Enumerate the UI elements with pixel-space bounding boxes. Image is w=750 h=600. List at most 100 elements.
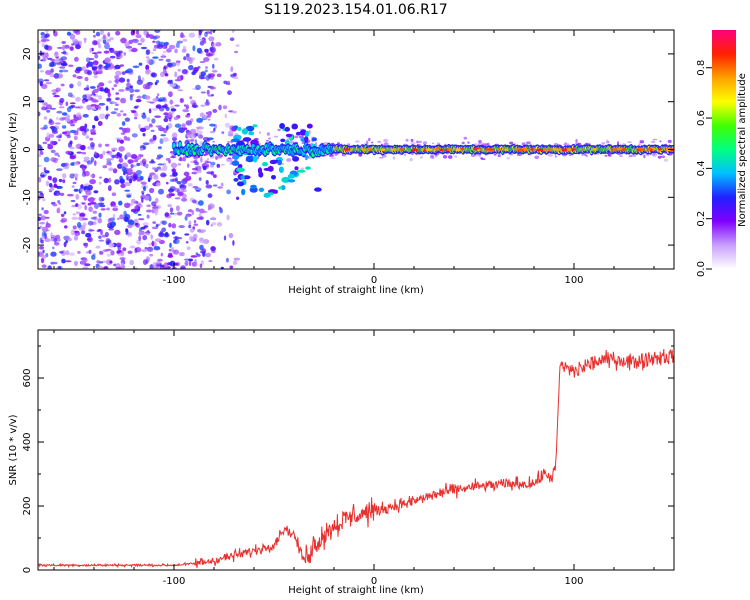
noise-blob bbox=[38, 154, 42, 157]
noise-blob bbox=[135, 223, 138, 226]
noise-blob bbox=[122, 113, 127, 117]
noise-blob bbox=[156, 93, 160, 97]
noise-blob bbox=[180, 265, 186, 269]
noise-blob bbox=[103, 50, 110, 54]
noise-blob bbox=[69, 155, 76, 160]
faint-blob bbox=[220, 163, 225, 166]
noise-blob bbox=[58, 178, 63, 183]
scatter-blob bbox=[236, 167, 245, 173]
noise-blob bbox=[55, 87, 61, 93]
noise-blob bbox=[132, 65, 140, 69]
noise-blob bbox=[109, 150, 113, 157]
noise-blob bbox=[185, 175, 192, 181]
noise-blob bbox=[188, 260, 192, 266]
noise-blob bbox=[229, 37, 235, 41]
noise-blob bbox=[164, 212, 170, 217]
noise-blob bbox=[128, 178, 133, 184]
faint-blob bbox=[584, 152, 587, 157]
noise-blob bbox=[69, 46, 74, 51]
noise-blob bbox=[129, 95, 133, 101]
noise-blob bbox=[122, 247, 127, 252]
noise-blob bbox=[115, 103, 119, 107]
noise-blob bbox=[83, 87, 90, 91]
noise-blob bbox=[171, 132, 178, 139]
noise-blob bbox=[88, 229, 95, 232]
noise-blob bbox=[86, 160, 93, 165]
line-peak bbox=[561, 149, 568, 152]
noise-blob bbox=[207, 118, 211, 121]
noise-blob bbox=[168, 44, 176, 50]
noise-blob bbox=[149, 187, 155, 194]
noise-blob bbox=[232, 76, 239, 80]
noise-blob bbox=[115, 97, 120, 101]
noise-blob bbox=[232, 240, 235, 246]
line-peak bbox=[477, 148, 481, 152]
noise-blob bbox=[119, 64, 124, 67]
faint-blob bbox=[265, 139, 269, 142]
noise-blob bbox=[194, 187, 202, 191]
noise-blob bbox=[94, 203, 99, 210]
scatter-blob bbox=[311, 137, 317, 142]
noise-blob bbox=[94, 115, 99, 122]
noise-blob bbox=[141, 249, 148, 253]
noise-blob bbox=[106, 88, 110, 93]
noise-blob bbox=[209, 30, 213, 35]
noise-blob bbox=[100, 30, 104, 35]
noise-blob bbox=[174, 48, 178, 54]
noise-blob bbox=[138, 218, 145, 221]
noise-blob bbox=[160, 71, 165, 78]
scatter-blob bbox=[306, 123, 313, 129]
noise-blob bbox=[136, 95, 142, 99]
noise-blob bbox=[221, 131, 225, 135]
noise-blob bbox=[159, 106, 165, 112]
noise-blob bbox=[127, 224, 133, 229]
noise-blob bbox=[106, 158, 112, 161]
noise-blob bbox=[46, 109, 51, 113]
noise-blob bbox=[98, 43, 102, 49]
faint-blob bbox=[206, 164, 209, 168]
line-peak bbox=[343, 148, 351, 151]
faint-blob bbox=[467, 141, 470, 144]
noise-blob bbox=[142, 222, 149, 226]
noise-blob bbox=[168, 248, 172, 252]
noise-blob bbox=[61, 112, 68, 116]
noise-blob bbox=[158, 232, 165, 238]
noise-blob bbox=[129, 85, 133, 89]
noise-blob bbox=[177, 237, 183, 240]
noise-blob bbox=[65, 150, 72, 155]
noise-blob bbox=[90, 104, 97, 107]
noise-blob bbox=[70, 119, 78, 124]
noise-blob bbox=[92, 34, 97, 38]
noise-blob bbox=[87, 70, 92, 76]
faint-blob bbox=[478, 154, 481, 158]
noise-blob bbox=[155, 210, 158, 216]
faint-blob bbox=[392, 156, 396, 160]
noise-blob bbox=[102, 266, 109, 269]
noise-blob bbox=[199, 38, 205, 41]
noise-blob bbox=[222, 105, 228, 110]
noise-blob bbox=[161, 44, 168, 49]
scatter-blob bbox=[245, 125, 255, 132]
noise-blob bbox=[164, 73, 169, 77]
faint-blob bbox=[471, 153, 476, 157]
noise-blob bbox=[125, 174, 129, 181]
noise-blob bbox=[223, 235, 227, 241]
x-tick-label: 0 bbox=[371, 576, 377, 587]
noise-blob bbox=[48, 118, 53, 124]
noise-blob bbox=[40, 32, 45, 36]
noise-blob bbox=[174, 187, 181, 192]
scatter-blob bbox=[240, 175, 245, 179]
scatter-blob bbox=[252, 155, 258, 163]
noise-blob bbox=[119, 257, 126, 261]
noise-blob bbox=[81, 66, 86, 72]
noise-blob bbox=[102, 150, 106, 156]
noise-blob bbox=[167, 204, 172, 208]
noise-blob bbox=[123, 171, 126, 176]
noise-blob bbox=[74, 68, 81, 74]
noise-blob bbox=[48, 188, 55, 191]
faint-blob bbox=[628, 154, 633, 158]
noise-blob bbox=[152, 134, 157, 141]
noise-blob bbox=[91, 254, 96, 260]
noise-blob bbox=[99, 89, 106, 92]
noise-blob bbox=[231, 30, 235, 33]
